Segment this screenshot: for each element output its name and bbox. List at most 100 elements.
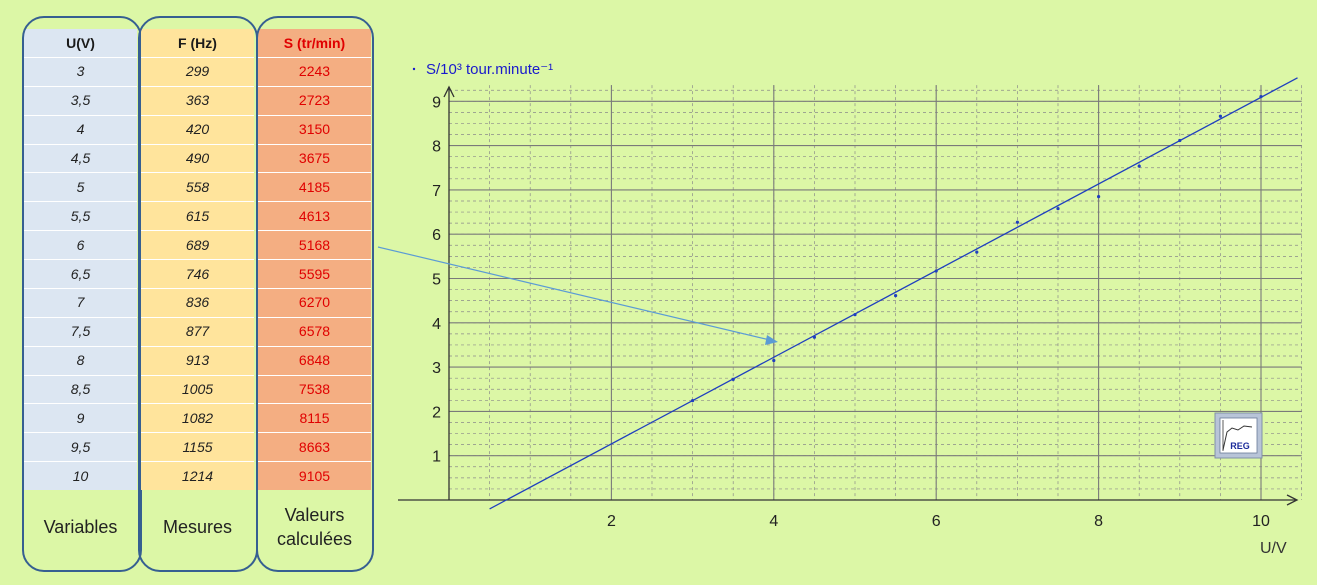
row-separator (24, 201, 137, 203)
row-separator (258, 259, 371, 261)
row-separator (141, 259, 254, 261)
speed-cell: 6270 (298, 294, 331, 311)
row-separator (258, 57, 371, 58)
reg-logo (1214, 412, 1263, 459)
speed-cell: 3675 (298, 150, 331, 167)
row-separator (141, 432, 254, 434)
reg-logo-text: REG (1230, 441, 1250, 451)
voltage-cell: 8,5 (70, 380, 91, 397)
speed-column-frame (256, 16, 374, 572)
row-separator (141, 143, 254, 145)
y-tick-label: 7 (432, 183, 441, 200)
x-tick-label: 6 (932, 513, 941, 530)
row-separator (141, 172, 254, 174)
frequency-cell: 490 (185, 150, 210, 167)
frequency-cell: 615 (185, 207, 210, 224)
data-point (975, 250, 979, 254)
row-separator (141, 57, 254, 58)
data-point (772, 358, 776, 363)
voltage-cell: 10 (72, 467, 89, 484)
row-separator (24, 114, 137, 116)
row-separator (258, 172, 371, 174)
y-tick-label: 1 (432, 449, 441, 466)
frequency-cell: 689 (185, 236, 210, 253)
speed-cell: 6848 (298, 352, 331, 369)
row-separator (24, 230, 137, 232)
speed-cell: 8115 (299, 409, 330, 426)
voltage-cell: 9,5 (70, 438, 91, 455)
voltage-cell: 8 (76, 352, 85, 369)
speed-cell: 5595 (298, 265, 331, 282)
row-separator (24, 345, 137, 347)
data-point (934, 269, 938, 273)
row-separator (258, 345, 371, 347)
frequency-cell: 558 (185, 178, 210, 195)
row-separator (141, 374, 254, 376)
x-axis-label: U/V (1260, 540, 1287, 557)
row-separator (24, 172, 137, 174)
row-separator (258, 316, 371, 318)
reg-logo-inner (1219, 417, 1258, 454)
voltage-column-header: U(V) (66, 35, 95, 51)
x-tick-label: 8 (1094, 513, 1103, 530)
frequency-cell: 1005 (181, 380, 214, 397)
voltage-cell: 5,5 (70, 207, 91, 224)
frequency-cell: 420 (185, 121, 210, 138)
row-separator (258, 85, 371, 87)
row-separator (141, 114, 254, 116)
data-point (1015, 220, 1020, 224)
frequency-column-header: F (Hz) (178, 35, 217, 51)
x-tick-label: 4 (769, 513, 778, 530)
row-separator (258, 461, 371, 463)
data-point (1259, 95, 1263, 99)
data-point (1056, 206, 1060, 211)
y-tick-label: 6 (432, 227, 441, 244)
row-separator (24, 461, 137, 463)
voltage-column-caption: Variables (43, 517, 118, 537)
row-separator (141, 345, 254, 347)
voltage-cell: 9 (76, 409, 85, 426)
data-point (894, 294, 898, 298)
voltage-cell: 3 (76, 63, 85, 80)
row-separator (258, 143, 371, 145)
speed-cell: 4185 (298, 178, 331, 195)
row-separator (258, 230, 371, 232)
row-separator (141, 403, 254, 405)
x-tick-label: 10 (1252, 513, 1270, 530)
pointer-arrow-head (765, 335, 778, 345)
y-tick-label: 8 (432, 139, 441, 156)
row-separator (258, 114, 371, 116)
row-separator (24, 403, 137, 405)
frequency-cell: 299 (185, 63, 210, 80)
row-separator (24, 57, 137, 58)
row-separator (141, 230, 254, 232)
row-separator (141, 201, 254, 203)
reg-logo-curve (1222, 425, 1253, 451)
voltage-cell: 6 (76, 236, 85, 253)
speed-cell: 2243 (298, 63, 331, 80)
y-tick-label: 5 (432, 272, 441, 289)
data-point (1218, 114, 1222, 118)
row-separator (258, 403, 371, 405)
frequency-cell: 746 (185, 265, 210, 282)
data-point (1097, 195, 1101, 199)
y-tick-label: 9 (432, 94, 441, 111)
y-tick-label: 3 (432, 360, 441, 377)
row-separator (258, 201, 371, 203)
data-point (1137, 164, 1141, 168)
row-separator (24, 316, 137, 318)
y-tick-label: 2 (432, 404, 441, 421)
frequency-cell: 877 (185, 323, 210, 340)
frequency-cell: 363 (185, 92, 210, 109)
row-separator (258, 287, 371, 289)
frequency-cell: 1155 (182, 438, 213, 455)
x-axis-arrow (1286, 494, 1299, 506)
row-separator (141, 461, 254, 463)
row-separator (258, 432, 371, 434)
speed-cell: 8663 (298, 438, 331, 455)
row-separator (24, 259, 137, 261)
regression-line (489, 77, 1298, 510)
speed-cell: 5168 (298, 236, 331, 253)
frequency-cell: 1214 (181, 467, 214, 484)
row-separator (141, 316, 254, 318)
